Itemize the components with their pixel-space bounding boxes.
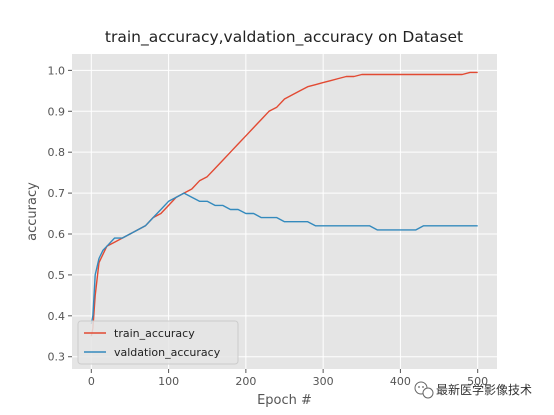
y-tick-label: 0.5 [48,269,66,282]
y-tick-label: 0.9 [48,105,66,118]
y-tick-label: 0.3 [48,351,66,364]
x-tick-label: 500 [467,375,488,388]
legend-box [77,320,239,365]
y-tick-label: 1.0 [48,64,66,77]
watermark: 最新医学影像技术 [414,381,532,399]
x-tick-label: 400 [390,375,411,388]
x-tick-label: 200 [235,375,256,388]
chart-title: train_accuracy,valdation_accuracy on Dat… [105,28,463,47]
ticks: 0 100 200 300 400 500 0.3 0.4 0.5 0.6 0.7 0.8 0.9 1.0 [48,64,489,388]
plot-area [72,54,497,369]
x-axis-label: Epoch # [257,393,312,408]
x-tick-label: 100 [158,375,179,388]
wechat-icon [414,381,434,399]
legend-label-train-accuracy: train_accuracy [114,327,195,340]
series-line-valdation-accuracy [90,192,478,325]
legend-label-valdation-accuracy: valdation_accuracy [114,346,221,359]
x-tick-label: 300 [313,375,334,388]
series-layer [90,71,478,337]
y-tick-label: 0.8 [48,146,66,159]
y-tick-label: 0.4 [48,310,66,323]
legend: train_accuracy valdation_accuracy [77,320,239,365]
x-tick-label: 0 [88,375,95,388]
watermark-text: 最新医学影像技术 [436,382,532,397]
grid [72,54,497,369]
y-tick-label: 0.6 [48,228,66,241]
y-axis-label: accuracy [25,182,40,241]
y-tick-label: 0.7 [48,187,66,200]
